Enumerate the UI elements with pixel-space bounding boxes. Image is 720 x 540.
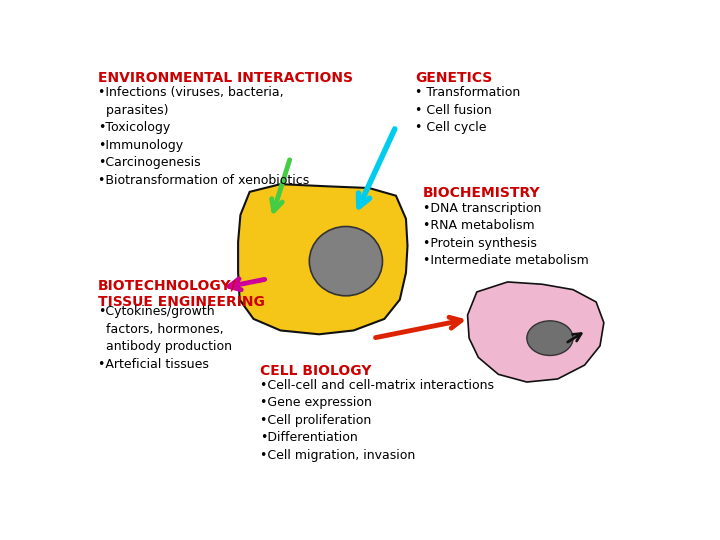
Ellipse shape <box>310 226 382 296</box>
Text: • Transformation
• Cell fusion
• Cell cycle: • Transformation • Cell fusion • Cell cy… <box>415 86 521 134</box>
Text: •Cytokines/growth
  factors, hormones,
  antibody production
•Arteficial tissues: •Cytokines/growth factors, hormones, ant… <box>98 305 232 370</box>
Text: BIOTECHNOLOGY/
TISSUE ENGINEERING: BIOTECHNOLOGY/ TISSUE ENGINEERING <box>98 279 265 309</box>
Text: •Cell-cell and cell-matrix interactions
•Gene expression
•Cell proliferation
•Di: •Cell-cell and cell-matrix interactions … <box>260 379 494 462</box>
Polygon shape <box>467 282 604 382</box>
Text: BIOCHEMISTRY: BIOCHEMISTRY <box>423 186 541 200</box>
Text: •Infections (viruses, bacteria,
  parasites)
•Toxicology
•Immunology
•Carcinogen: •Infections (viruses, bacteria, parasite… <box>98 86 309 187</box>
Text: CELL BIOLOGY: CELL BIOLOGY <box>260 363 372 377</box>
Text: •DNA transcription
•RNA metabolism
•Protein synthesis
•Intermediate metabolism: •DNA transcription •RNA metabolism •Prot… <box>423 202 589 267</box>
Text: ENVIRONMENTAL INTERACTIONS: ENVIRONMENTAL INTERACTIONS <box>98 71 353 85</box>
Ellipse shape <box>527 321 573 355</box>
Polygon shape <box>238 184 408 334</box>
Text: GENETICS: GENETICS <box>415 71 492 85</box>
